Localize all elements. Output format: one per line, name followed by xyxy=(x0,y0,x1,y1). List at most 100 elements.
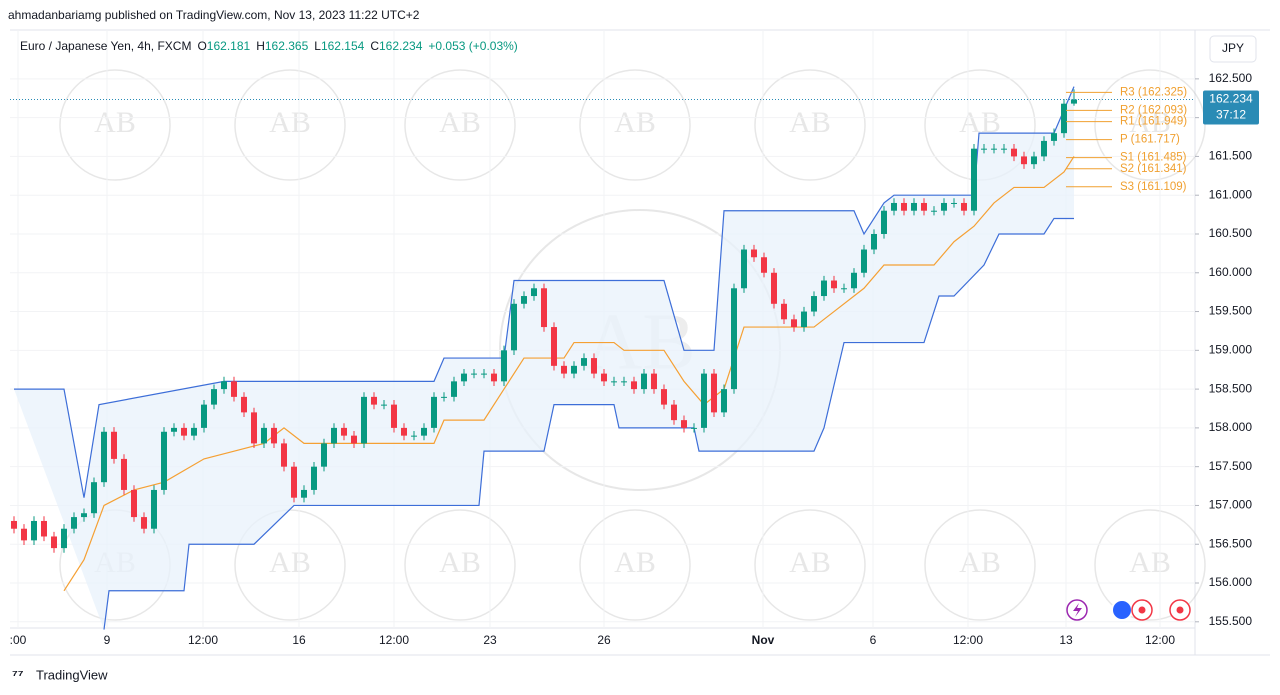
pivot-label: R2 (162.093) xyxy=(1120,104,1187,116)
candle-body xyxy=(1021,156,1027,165)
candle-body xyxy=(391,404,397,428)
candle-body xyxy=(431,396,437,428)
currency[interactable]: JPY xyxy=(1222,41,1244,55)
candle-body xyxy=(1041,140,1047,157)
high-key: H xyxy=(256,39,265,53)
candle-body xyxy=(541,288,547,328)
event-icon-dot xyxy=(1138,606,1146,614)
logo-mark: ⁷⁷ xyxy=(12,667,24,683)
candle-body xyxy=(951,202,957,204)
candle-body xyxy=(21,528,27,541)
candle-body xyxy=(1071,99,1077,104)
footer-brand: TradingView xyxy=(36,667,108,682)
watermark-text: AB xyxy=(269,106,311,139)
pivot-label: S1 (161.485) xyxy=(1120,152,1187,164)
candle-body xyxy=(901,202,907,211)
watermark-ring xyxy=(754,69,866,181)
candle-body xyxy=(341,427,347,436)
y-tick-label: 160.000 xyxy=(1209,265,1253,279)
x-tick-label: 12:00 xyxy=(379,633,409,647)
candle-body xyxy=(761,257,767,273)
pivot-label: S2 (161.341) xyxy=(1120,163,1187,175)
candle-body xyxy=(301,489,307,498)
watermark-text: AB xyxy=(614,546,656,579)
candle-body xyxy=(191,427,197,436)
y-tick-label: 156.000 xyxy=(1209,575,1253,589)
candle-body xyxy=(371,396,377,405)
candle-body xyxy=(841,288,847,290)
legend: Euro / Japanese Yen, 4h, FXCM O162.181 H16… xyxy=(20,39,518,53)
watermark-ring xyxy=(59,69,171,181)
candle-body xyxy=(161,431,167,490)
candle-body xyxy=(591,358,597,374)
candle-body xyxy=(811,296,817,312)
candle-body xyxy=(1061,103,1067,134)
y-tick-label: 157.000 xyxy=(1209,498,1253,512)
candle-body xyxy=(71,517,77,529)
watermark-ring xyxy=(579,509,691,621)
watermark-text: AB xyxy=(959,546,1001,579)
candle-body xyxy=(241,396,247,413)
channel-line xyxy=(14,86,1075,498)
candle-body xyxy=(321,443,327,467)
high-value: 162.365 xyxy=(265,39,309,53)
candle-body xyxy=(621,381,627,383)
candle-body xyxy=(441,396,447,398)
candle-body xyxy=(501,350,507,382)
candle-body xyxy=(61,528,67,549)
candle-body xyxy=(821,280,827,297)
candle-body xyxy=(531,288,537,297)
watermark-ring xyxy=(579,69,691,181)
candle-body xyxy=(511,303,517,351)
pivot-label: R1 (161.949) xyxy=(1120,116,1187,128)
countdown: 37:12 xyxy=(1216,108,1246,122)
candle-body xyxy=(271,427,277,444)
pivot-label: P (161.717) xyxy=(1120,134,1180,146)
currency-button[interactable] xyxy=(1209,35,1257,63)
candle-body xyxy=(231,381,237,397)
x-tick-label: 23 xyxy=(483,633,497,647)
x-tick-label: 6 xyxy=(870,633,877,647)
candle-body xyxy=(481,373,487,375)
watermark-text: AB xyxy=(439,546,481,579)
event-icon[interactable] xyxy=(1111,599,1133,621)
watermark-ring xyxy=(404,509,516,621)
y-tick-label: 158.000 xyxy=(1209,420,1253,434)
candle-body xyxy=(451,381,457,397)
low-key: L xyxy=(314,39,321,53)
candle-body xyxy=(51,536,57,549)
watermark-text: AB xyxy=(1129,106,1171,139)
y-tick-label: 160.500 xyxy=(1209,226,1253,240)
y-tick-label: 161.000 xyxy=(1209,187,1253,201)
candle-body xyxy=(311,466,317,490)
candle-body xyxy=(111,431,117,459)
candle-body xyxy=(1051,133,1057,141)
candle-body xyxy=(151,489,157,529)
pivot-label: R3 (162.325) xyxy=(1120,86,1187,98)
candle-body xyxy=(691,427,697,429)
watermark-text: AB xyxy=(269,546,311,579)
x-tick-label: 13 xyxy=(1059,633,1073,647)
watermark-text: AB xyxy=(439,106,481,139)
watermark-ring xyxy=(404,69,516,181)
candle-body xyxy=(251,412,257,444)
candle-body xyxy=(771,272,777,304)
candle-body xyxy=(741,249,747,289)
candle-body xyxy=(331,427,337,444)
candle-body xyxy=(141,517,147,529)
x-tick-label: 12:00 xyxy=(953,633,983,647)
last-price-label: 162.234 xyxy=(1209,92,1253,106)
candle-body xyxy=(11,520,17,529)
watermark-ring xyxy=(1094,69,1206,181)
y-tick-label: 159.000 xyxy=(1209,343,1253,357)
candle-body xyxy=(291,466,297,498)
candle-body xyxy=(651,373,657,390)
x-tick-label: 26 xyxy=(597,633,611,647)
candle-body xyxy=(41,520,47,537)
candle-body xyxy=(201,404,207,428)
watermark-ring xyxy=(234,69,346,181)
candle-body xyxy=(751,249,757,258)
candle-body xyxy=(181,427,187,436)
candle-body xyxy=(801,311,807,328)
